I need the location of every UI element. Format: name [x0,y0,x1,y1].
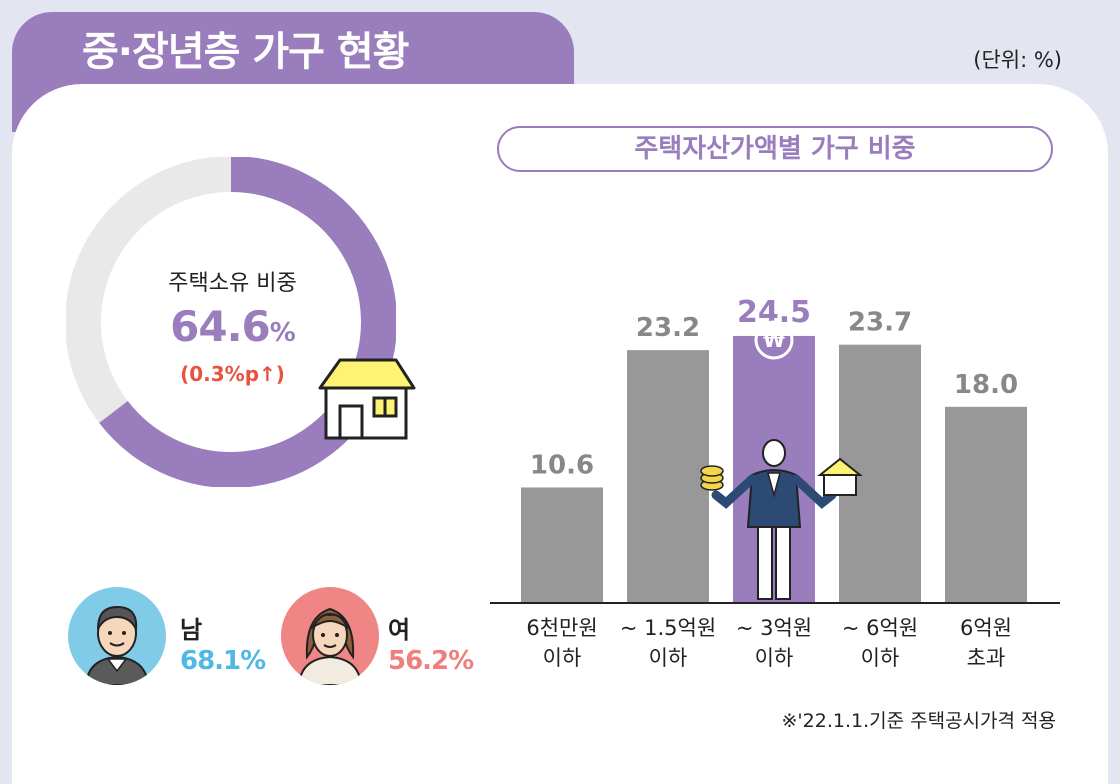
won-coin-icon: ₩ [754,320,794,360]
category-label-2-1: 이하 [755,646,794,670]
male-avatar [68,587,166,685]
footnote: ※'22.1.1.기준 주택공시가격 적용 [781,710,1057,732]
ownership-change: (0.3%p↑) [180,362,285,386]
figure-leg-right [775,524,791,600]
category-label-3-1: 이하 [861,646,900,670]
figure-shirt [767,472,781,498]
bar-value-label-1: 23.2 [636,313,700,343]
category-label-1-1: 이하 [649,646,688,670]
bar-value-label-3: 23.7 [848,308,912,338]
bar-4 [945,406,1027,603]
up-arrow-icon: ↑) [259,362,285,386]
won-coin-glyph: ₩ [763,328,785,352]
figure-leg-left [757,524,773,600]
figure-arm-left [711,474,757,509]
ownership-label: 주택소유 비중 [168,271,297,296]
category-label-4-0: 6억원 [960,616,1012,640]
small-house-roof [817,457,863,476]
male-value: 68.1% [180,646,266,676]
bar-value-label-0: 10.6 [530,450,594,480]
businessman-icon [700,439,863,600]
category-label-2-0: ~ 3억원 [736,616,812,640]
male-label: 남 [180,616,203,644]
unit-label: (단위: %) [973,48,1062,72]
bar-value-label-2: 24.5 [737,295,811,330]
chart-title: 주택자산가액별 가구 비중 [497,126,1053,172]
content-panel [12,84,1108,784]
bar-value-label-4: 18.0 [954,370,1018,400]
won-coin-ring [754,320,794,360]
category-label-4-1: 초과 [967,646,1006,670]
woman-icon [297,607,363,685]
house-icon [318,358,416,440]
bar-0 [521,487,603,603]
category-label-3-0: ~ 6억원 [842,616,918,640]
figure-arm-right [791,474,837,509]
female-label: 여 [388,616,411,644]
category-label-0-1: 이하 [543,646,582,670]
small-house-body [823,472,857,496]
category-label-0-0: 6천만원 [526,616,597,640]
female-value: 56.2% [388,646,474,676]
female-avatar [281,587,379,685]
page-title: 중·장년층 가구 현황 [82,29,409,75]
man-icon [84,605,150,685]
coin-stack-2 [700,465,724,477]
category-label-1-0: ~ 1.5억원 [620,616,716,640]
bar-1 [627,350,709,603]
figure-head [762,439,786,467]
ownership-value: 64.6% [170,302,296,351]
